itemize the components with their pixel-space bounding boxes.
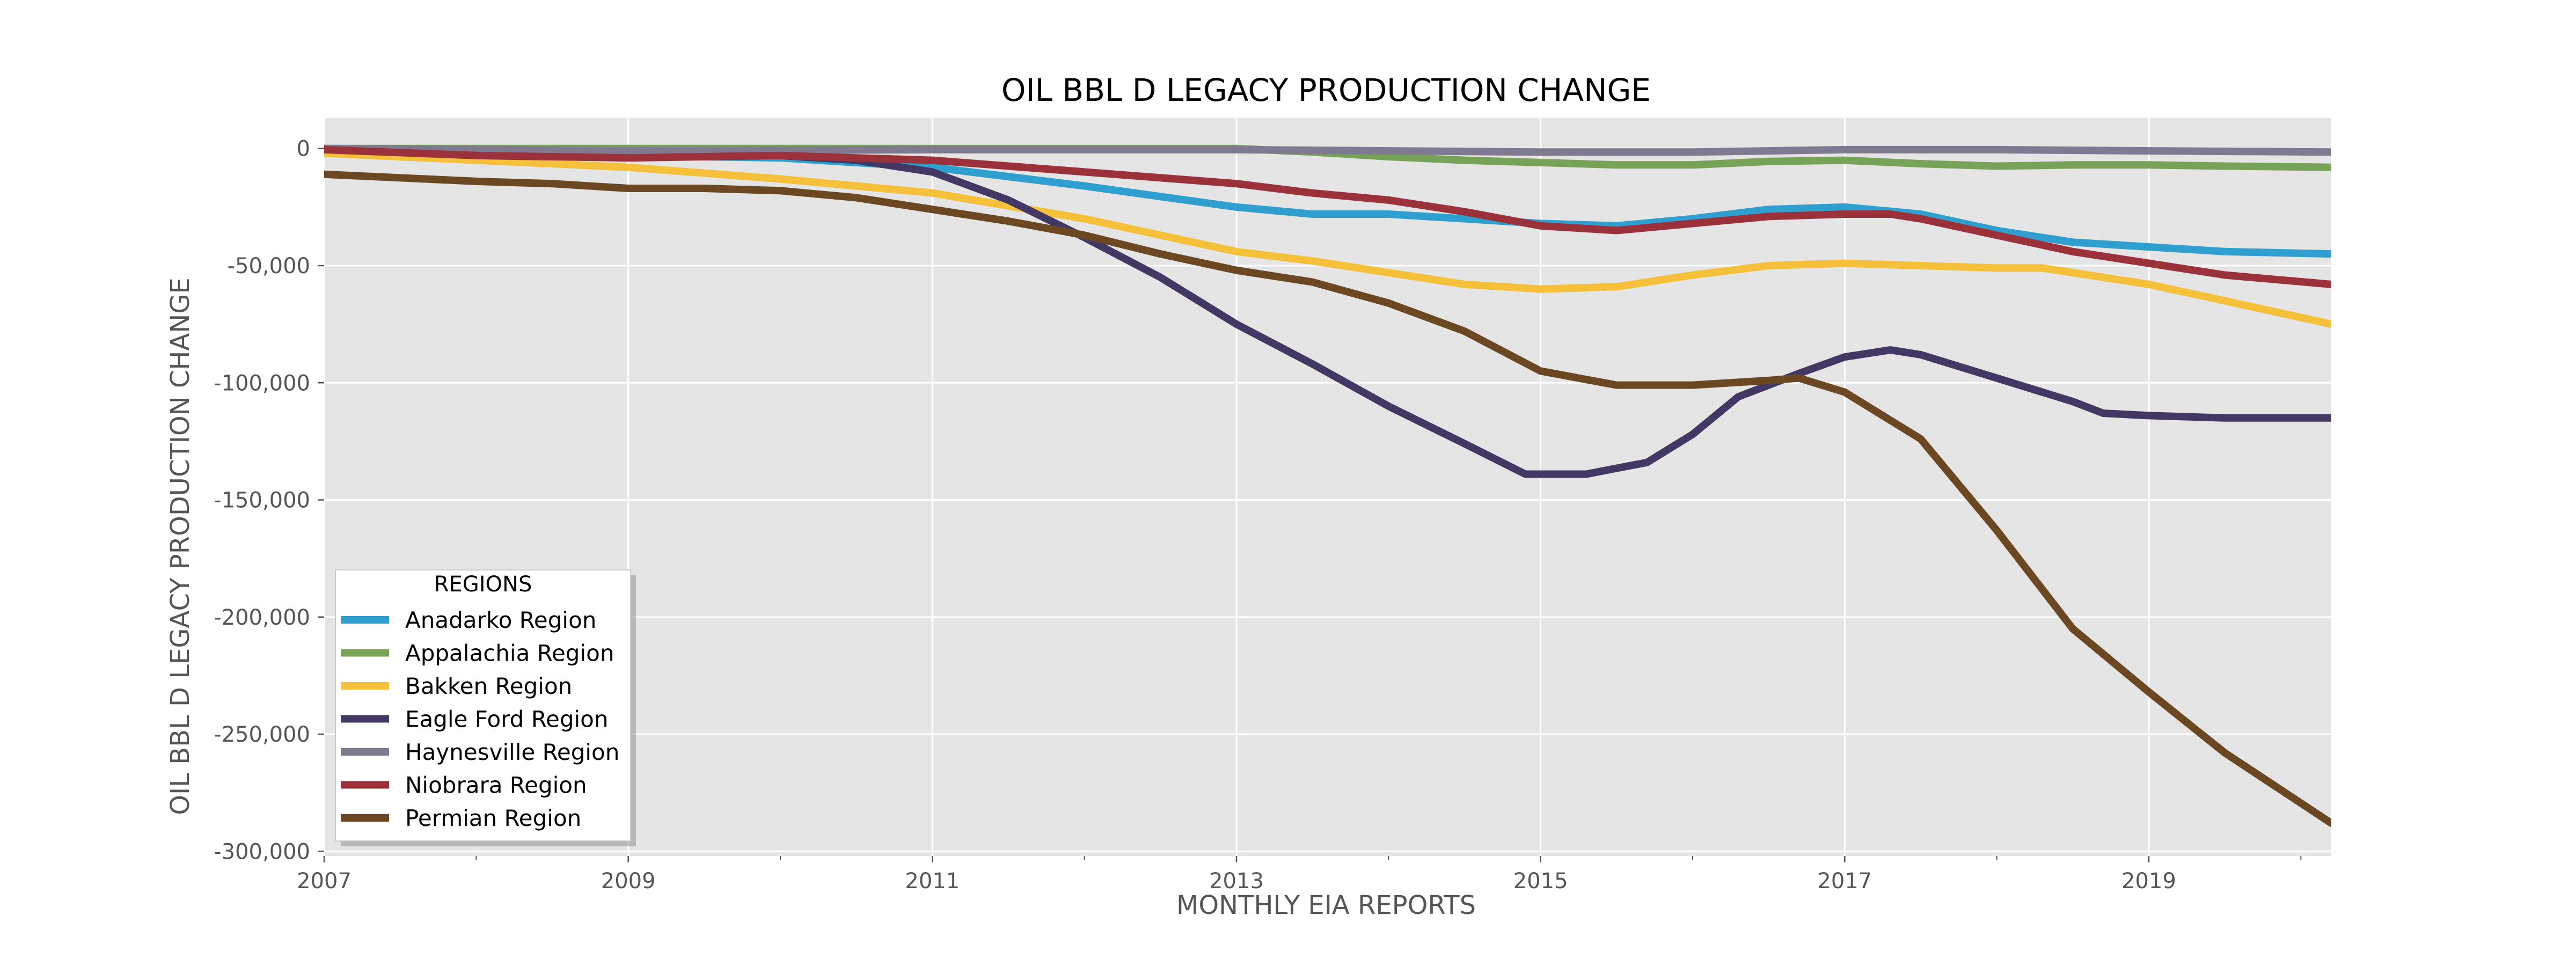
legend-label-appalachia-region: Appalachia Region [405,640,614,667]
plot-area: 2007 2009 2011 2013 2015 2017 2019 0 -50,000 -100… [214,118,2331,894]
series-lines [324,144,2331,827]
series-line-permian-region [324,170,2331,827]
series-line-eagle-ford-region [324,144,2331,478]
x-tick-label: 2017 [1817,869,1872,894]
legend-label-eagle-ford-region: Eagle Ford Region [405,706,608,733]
y-tick-label: -50,000 [228,254,310,279]
legend-label-bakken-region: Bakken Region [405,673,572,699]
legend-box [335,569,631,841]
y-axis-ticks: 0 -50,000 -100,000 -150,000 -200,000 -250,000… [214,137,324,864]
y-tick-label: 0 [297,137,310,162]
x-tick-label: 2013 [1209,869,1264,894]
chart-title: OIL BBL D LEGACY PRODUCTION CHANGE [1001,72,1651,108]
series-line-niobrara-region [324,145,2331,288]
x-axis-ticks: 2007 2009 2011 2013 2015 2017 2019 [297,856,2302,894]
legend-label-niobrara-region: Niobrara Region [405,772,587,799]
plot-background [324,118,2331,856]
legend-title: REGIONS [434,572,532,597]
legend-label-anadarko-region: Anadarko Region [405,607,596,633]
legend-label-haynesville-region: Haynesville Region [405,739,619,765]
x-tick-label: 2019 [2121,869,2176,894]
legend: REGIONS Anadarko Region Appalachia Region B… [335,569,636,846]
series-line-bakken-region [324,149,2331,328]
x-tick-label: 2015 [1513,869,1568,894]
series-line-haynesville-region [324,144,2331,156]
x-tick-label: 2007 [297,869,352,894]
y-tick-label: -200,000 [214,605,310,630]
y-tick-label: -300,000 [214,839,310,864]
y-tick-label: -100,000 [214,371,310,396]
x-axis-label: MONTHLY EIA REPORTS [1176,890,1476,920]
y-tick-label: -150,000 [214,488,310,513]
y-tick-label: -250,000 [214,722,310,747]
legend-label-permian-region: Permian Region [405,805,581,831]
x-tick-label: 2011 [905,869,960,894]
x-tick-label: 2009 [601,869,656,894]
y-axis-label: OIL BBL D LEGACY PRODUCTION CHANGE [165,277,195,815]
